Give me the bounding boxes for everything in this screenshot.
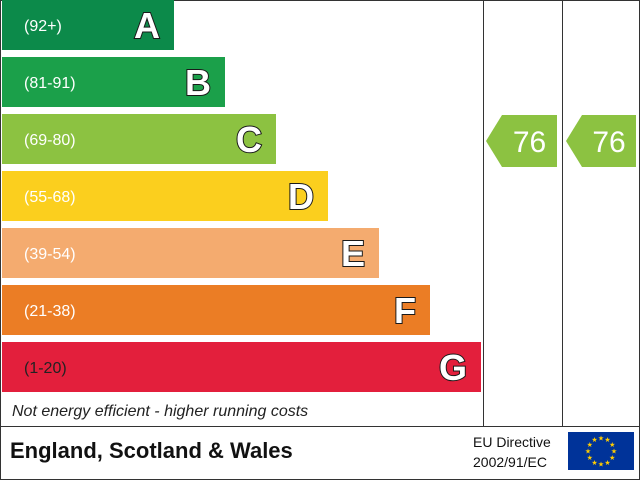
- flag-star: ★: [611, 448, 617, 456]
- band-bar-e: [2, 228, 379, 278]
- band-bar-b: [2, 57, 225, 107]
- band-g: (1-20) G: [2, 342, 481, 392]
- band-letter-a: A: [134, 5, 160, 46]
- band-f: (21-38) F: [2, 285, 430, 335]
- band-letter-g: G: [439, 347, 467, 388]
- band-range-a: (92+): [24, 18, 62, 35]
- flag-star: ★: [587, 454, 593, 462]
- band-bar-a: [2, 0, 174, 50]
- region-label: England, Scotland & Wales: [10, 438, 293, 463]
- flag-star: ★: [604, 436, 610, 444]
- flag-star: ★: [604, 459, 610, 467]
- flag-star: ★: [587, 441, 593, 449]
- band-range-f: (21-38): [24, 303, 76, 320]
- rating-bands: (92+) A (81-91) B (69-80) C (55-68) D (39-54) E (2…: [2, 0, 481, 392]
- band-e: (39-54) E: [2, 228, 379, 278]
- flag-star: ★: [598, 461, 604, 469]
- flag-star: ★: [585, 448, 591, 456]
- band-bar-f: [2, 285, 430, 335]
- rating-arrows: 76 76: [486, 115, 636, 167]
- band-range-d: (55-68): [24, 189, 76, 206]
- band-letter-c: C: [236, 119, 262, 160]
- flag-star: ★: [609, 454, 615, 462]
- current-rating-shape: [486, 115, 557, 167]
- band-letter-f: F: [394, 290, 416, 331]
- band-c: (69-80) C: [2, 114, 276, 164]
- potential-rating-shape: [566, 115, 636, 167]
- band-bar-d: [2, 171, 328, 221]
- eu-directive-number: 2002/91/EC: [473, 454, 547, 470]
- band-a: (92+) A: [2, 0, 174, 50]
- band-range-e: (39-54): [24, 246, 76, 263]
- band-bar-g: [2, 342, 481, 392]
- potential-rating-value: 76: [592, 126, 625, 159]
- potential-rating: 76: [566, 115, 636, 167]
- flag-star: ★: [609, 441, 615, 449]
- band-letter-e: E: [341, 233, 365, 274]
- band-letter-b: B: [185, 62, 211, 103]
- eu-flag-icon: ★ ★★★★★★★★★★★: [568, 432, 634, 470]
- current-rating: 76: [486, 115, 557, 167]
- band-bar-c: [2, 114, 276, 164]
- band-b: (81-91) B: [2, 57, 225, 107]
- flag-star: ★: [591, 459, 597, 467]
- band-d: (55-68) D: [2, 171, 328, 221]
- current-rating-value: 76: [513, 126, 546, 159]
- band-letter-d: D: [288, 176, 314, 217]
- flag-star: ★: [598, 435, 604, 443]
- band-range-b: (81-91): [24, 75, 76, 92]
- eu-directive-label: EU Directive: [473, 434, 551, 450]
- band-range-g: (1-20): [24, 360, 67, 377]
- band-range-c: (69-80): [24, 132, 76, 149]
- footnote-text: Not energy efficient - higher running co…: [12, 403, 308, 420]
- flag-star: ★: [591, 436, 597, 444]
